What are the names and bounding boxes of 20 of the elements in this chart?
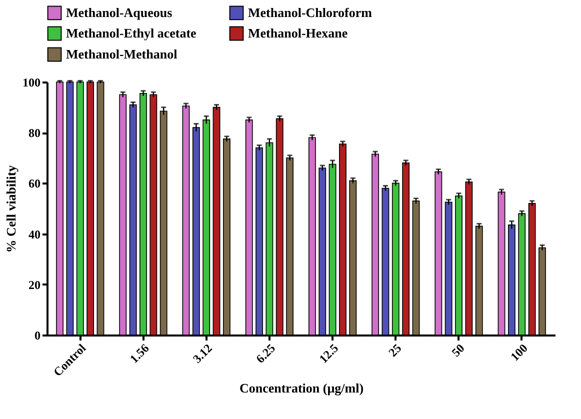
y-tick-label: 100 — [22, 76, 40, 90]
y-tick-label: 40 — [28, 227, 40, 242]
legend-label: Methanol-Chloroform — [248, 4, 372, 20]
legend-label: Methanol-Aqueous — [66, 4, 172, 20]
x-tick-label: 12.5 — [316, 341, 342, 366]
x-axis-title: Concentration (µg/ml) — [239, 380, 364, 396]
legend-label: Methanol-Hexane — [248, 26, 348, 40]
x-tick-label: 100 — [508, 341, 530, 364]
x-tick-label: 3.12 — [190, 341, 215, 366]
y-tick-label: 20 — [28, 278, 40, 292]
legend-label: Methanol-Methanol — [66, 46, 178, 62]
y-tick-label: 80 — [28, 126, 40, 140]
x-tick-label: 25 — [386, 341, 404, 360]
x-tick-label: 1.56 — [126, 341, 152, 366]
x-tick-label: 6.25 — [253, 341, 278, 366]
legend-label: Methanol-Ethyl acetate — [66, 26, 197, 40]
y-tick-label: 0 — [34, 328, 40, 342]
x-tick-label: 50 — [448, 341, 468, 360]
y-axis-title: % Cell viability — [4, 164, 18, 253]
y-tick-label: 60 — [28, 176, 40, 191]
